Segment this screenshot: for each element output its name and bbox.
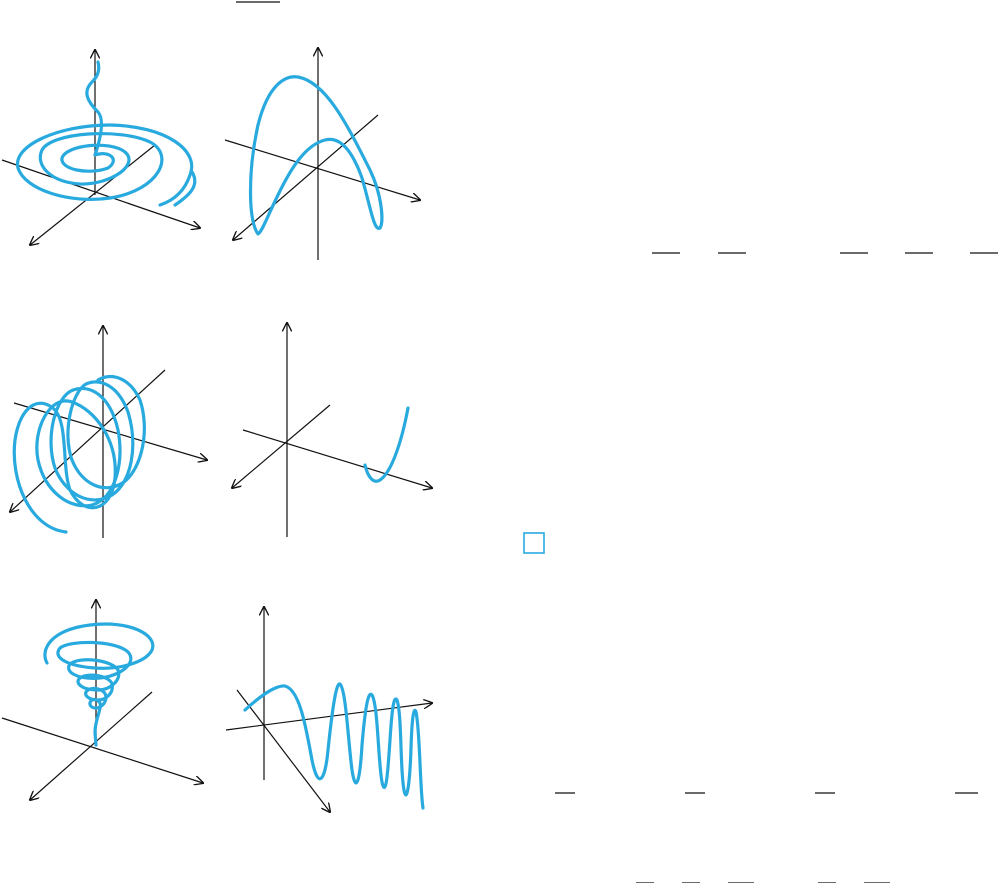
helix-curve <box>12 375 146 534</box>
x-axis <box>232 404 331 488</box>
panel-3 <box>10 326 207 538</box>
y-axis <box>224 139 420 200</box>
y-axis <box>1 159 200 228</box>
y-axis <box>242 429 432 488</box>
panel-1 <box>1 50 200 245</box>
x-axis <box>236 689 330 812</box>
x-axis <box>30 691 153 800</box>
oscillation-curve <box>243 682 425 810</box>
panel-2 <box>224 48 420 260</box>
arch-curve <box>248 75 384 236</box>
y-axis <box>1 717 203 783</box>
right-fragments <box>555 252 998 883</box>
conical-spiral-curve <box>43 622 155 747</box>
panel-5 <box>1 600 203 800</box>
spiral-curve <box>15 60 197 207</box>
checkbox-square[interactable] <box>523 532 545 554</box>
panel-4 <box>232 323 432 537</box>
parabola-curve <box>363 406 410 483</box>
x-axis <box>30 144 156 245</box>
x-axis <box>10 369 166 512</box>
panel-6 <box>225 607 432 812</box>
